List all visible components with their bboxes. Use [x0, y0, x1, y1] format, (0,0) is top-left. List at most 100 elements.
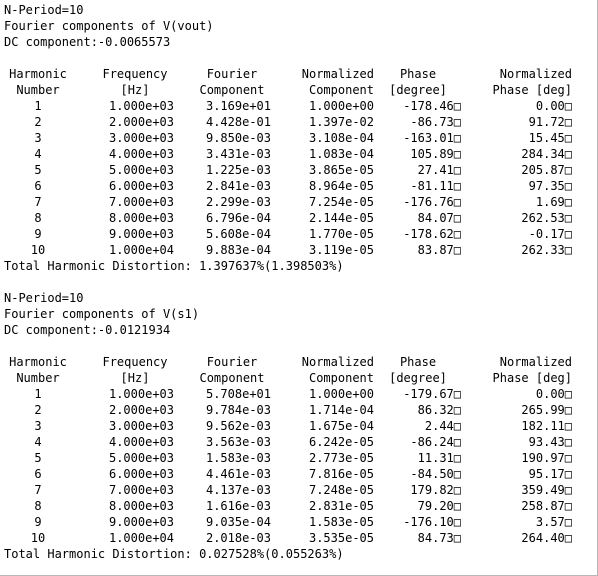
phase-cell: 84.07□ — [417, 211, 461, 225]
frequency-cell: 4.000e+03 — [108, 147, 174, 161]
normalized-phase-cell: Normalized — [499, 67, 572, 81]
fourier-component-cell: 9.850e-03 — [205, 131, 271, 145]
frequency-cell: 9.000e+03 — [108, 227, 174, 241]
frequency-cell: 1.000e+03 — [108, 387, 174, 401]
fourier-component-cell: Component — [199, 371, 265, 385]
frequency-cell: 1.000e+04 — [108, 243, 174, 257]
fourier-component-cell: 3.431e-03 — [205, 147, 271, 161]
table-row: 4 4.000e+03 3.563e-03 6.242e-05 -86.24□ 93.43… — [0, 434, 598, 450]
normalized-phase-cell: 284.34□ — [521, 147, 572, 161]
normalized-component-cell: 1.000e+00 — [308, 99, 374, 113]
normalized-phase-cell: 190.97□ — [521, 451, 572, 465]
phase-cell: Phase — [399, 67, 437, 81]
phase-cell: 11.31□ — [417, 451, 461, 465]
harmonic-number-cell: Harmonic — [9, 355, 67, 369]
fourier-component-cell: 5.608e-04 — [205, 227, 271, 241]
harmonic-number-cell: 2 — [34, 115, 42, 129]
normalized-component-cell: 2.773e-05 — [308, 451, 374, 465]
fourier-component-cell: 4.137e-03 — [205, 483, 271, 497]
harmonic-number-cell: 10 — [30, 531, 46, 545]
harmonic-number-cell: 8 — [34, 499, 42, 513]
frequency-cell: 1.000e+03 — [108, 99, 174, 113]
normalized-component-cell: 2.144e-05 — [308, 211, 374, 225]
table-row: 4 4.000e+03 3.431e-03 1.083e-04 105.89□ 284.3… — [0, 146, 598, 162]
normalized-component-cell: 3.535e-05 — [308, 531, 374, 545]
table-header-row: Harmonic Frequency Fourier Normalized Phase N… — [0, 66, 598, 82]
phase-cell: -86.73□ — [410, 115, 461, 129]
table-row: 5 5.000e+03 1.225e-03 3.865e-05 27.41□ 205.87… — [0, 162, 598, 178]
fourier-component-cell: 4.461e-03 — [205, 467, 271, 481]
table-row: 7 7.000e+03 2.299e-03 7.254e-05 -176.76□ 1.69… — [0, 194, 598, 210]
frequency-cell: 4.000e+03 — [108, 435, 174, 449]
normalized-phase-cell: 95.17□ — [528, 467, 572, 481]
frequency-cell: [Hz] — [120, 83, 150, 97]
normalized-phase-cell: Normalized — [499, 355, 572, 369]
normalized-phase-cell: 1.69□ — [535, 195, 572, 209]
normalized-phase-cell: 262.53□ — [521, 211, 572, 225]
harmonic-number-cell: 1 — [34, 99, 42, 113]
harmonic-number-cell: 3 — [34, 131, 42, 145]
table-row: 1 1.000e+03 5.708e+01 1.000e+00 -179.67□ 0.00… — [0, 386, 598, 402]
harmonic-number-cell: 8 — [34, 211, 42, 225]
normalized-component-cell: 1.714e-04 — [308, 403, 374, 417]
normalized-component-cell: Normalized — [301, 67, 374, 81]
fourier-component-cell: 6.796e-04 — [205, 211, 271, 225]
normalized-phase-cell: Phase [deg] — [492, 83, 572, 97]
harmonic-number-cell: 7 — [34, 483, 42, 497]
normalized-phase-cell: 3.57□ — [535, 515, 572, 529]
phase-cell: 179.82□ — [410, 483, 461, 497]
phase-cell: 86.32□ — [417, 403, 461, 417]
normalized-component-cell: 2.831e-05 — [308, 499, 374, 513]
frequency-cell: 6.000e+03 — [108, 179, 174, 193]
normalized-component-cell: 1.583e-05 — [308, 515, 374, 529]
phase-cell: -176.76□ — [403, 195, 461, 209]
fourier-component-cell: 2.841e-03 — [205, 179, 271, 193]
frequency-cell: [Hz] — [120, 371, 150, 385]
table-header-row: Harmonic Frequency Fourier Normalized Phase N… — [0, 354, 598, 370]
table-header-row: Number [Hz] Component Component [degree] Phas… — [0, 370, 598, 386]
harmonic-number-cell: 6 — [34, 467, 42, 481]
table-row: 6 6.000e+03 4.461e-03 7.816e-05 -84.50□ 95.17… — [0, 466, 598, 482]
harmonic-number-cell: 9 — [34, 515, 42, 529]
normalized-component-cell: 1.770e-05 — [308, 227, 374, 241]
frequency-cell: Frequency — [102, 67, 168, 81]
frequency-cell: 7.000e+03 — [108, 195, 174, 209]
frequency-cell: 3.000e+03 — [108, 131, 174, 145]
phase-cell: -178.46□ — [403, 99, 461, 113]
phase-cell: -178.62□ — [403, 227, 461, 241]
table-row: 10 1.000e+04 2.018e-03 3.535e-05 84.73□ 264.4… — [0, 530, 598, 546]
fourier-component-cell: 1.225e-03 — [205, 163, 271, 177]
normalized-component-cell: 7.816e-05 — [308, 467, 374, 481]
frequency-cell: 2.000e+03 — [108, 115, 174, 129]
fourier-component-cell: 9.883e-04 — [205, 243, 271, 257]
normalized-component-cell: 1.000e+00 — [308, 387, 374, 401]
normalized-phase-cell: 97.35□ — [528, 179, 572, 193]
table-row: 3 3.000e+03 9.562e-03 1.675e-04 2.44□ 182.11□ — [0, 418, 598, 434]
fourier-component-cell: 3.563e-03 — [205, 435, 271, 449]
harmonic-number-cell: 5 — [34, 451, 42, 465]
frequency-cell: 3.000e+03 — [108, 419, 174, 433]
frequency-cell: 7.000e+03 — [108, 483, 174, 497]
normalized-phase-cell: 258.87□ — [521, 499, 572, 513]
frequency-cell: 9.000e+03 — [108, 515, 174, 529]
normalized-component-cell: 3.119e-05 — [308, 243, 374, 257]
normalized-phase-cell: 182.11□ — [521, 419, 572, 433]
phase-cell: -84.50□ — [410, 467, 461, 481]
normalized-phase-cell: 0.00□ — [535, 387, 572, 401]
phase-cell: 83.87□ — [417, 243, 461, 257]
phase-cell: -163.01□ — [403, 131, 461, 145]
dc-component-line: DC component:-0.0121934 — [4, 323, 171, 337]
normalized-component-cell: 1.083e-04 — [308, 147, 374, 161]
phase-cell: 27.41□ — [417, 163, 461, 177]
harmonic-number-cell: 10 — [30, 243, 46, 257]
phase-cell: -176.10□ — [403, 515, 461, 529]
table-row: 9 9.000e+03 5.608e-04 1.770e-05 -178.62□ -0.1… — [0, 226, 598, 242]
table-row: 2 2.000e+03 9.784e-03 1.714e-04 86.32□ 265.99… — [0, 402, 598, 418]
fourier-component-cell: 9.562e-03 — [205, 419, 271, 433]
normalized-component-cell: 1.675e-04 — [308, 419, 374, 433]
normalized-component-cell: 3.865e-05 — [308, 163, 374, 177]
table-header-row: Number [Hz] Component Component [degree] Phas… — [0, 82, 598, 98]
normalized-component-cell: Normalized — [301, 355, 374, 369]
table-row: 5 5.000e+03 1.583e-03 2.773e-05 11.31□ 190.97… — [0, 450, 598, 466]
frequency-cell: 5.000e+03 — [108, 163, 174, 177]
